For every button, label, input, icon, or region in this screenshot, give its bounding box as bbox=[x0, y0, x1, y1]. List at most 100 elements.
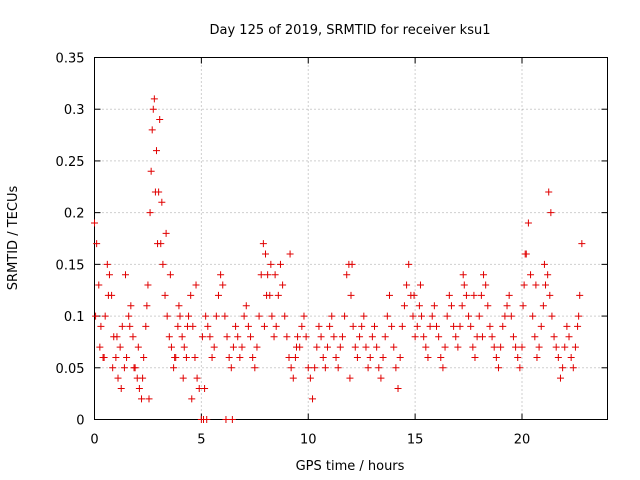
data-point bbox=[321, 364, 329, 372]
data-point bbox=[471, 353, 479, 361]
data-point bbox=[167, 343, 175, 351]
data-point bbox=[182, 353, 190, 361]
data-point bbox=[494, 364, 502, 372]
y-tick-label: 0.05 bbox=[56, 362, 85, 377]
data-point bbox=[214, 291, 222, 299]
data-point bbox=[450, 322, 458, 330]
data-point bbox=[170, 364, 178, 372]
data-point bbox=[413, 322, 421, 330]
data-point bbox=[482, 281, 490, 289]
data-point bbox=[270, 333, 278, 341]
data-point bbox=[105, 271, 113, 279]
data-point bbox=[91, 219, 98, 227]
data-point bbox=[180, 343, 188, 351]
data-point bbox=[554, 353, 562, 361]
data-point bbox=[441, 343, 449, 351]
data-point bbox=[435, 333, 443, 341]
data-point bbox=[544, 271, 552, 279]
data-point bbox=[469, 343, 477, 351]
data-point bbox=[539, 302, 547, 310]
data-point bbox=[358, 322, 366, 330]
data-point bbox=[294, 333, 302, 341]
data-point bbox=[569, 364, 577, 372]
y-tick-label: 0.15 bbox=[56, 258, 85, 273]
data-point bbox=[219, 281, 227, 289]
data-point bbox=[174, 322, 182, 330]
data-points bbox=[91, 95, 586, 423]
data-point bbox=[484, 302, 492, 310]
data-point bbox=[127, 302, 135, 310]
data-point bbox=[300, 312, 308, 320]
data-point bbox=[139, 374, 147, 382]
data-point bbox=[512, 343, 520, 351]
data-point bbox=[415, 302, 423, 310]
data-point bbox=[185, 312, 193, 320]
data-point bbox=[578, 240, 586, 248]
data-point bbox=[576, 291, 584, 299]
data-point bbox=[178, 333, 186, 341]
data-point bbox=[445, 291, 453, 299]
grid-lines bbox=[94, 57, 608, 420]
data-point bbox=[571, 343, 579, 351]
data-point bbox=[117, 384, 125, 392]
data-point bbox=[381, 333, 389, 341]
data-point bbox=[400, 302, 408, 310]
data-point bbox=[486, 322, 494, 330]
data-point bbox=[478, 333, 486, 341]
data-point bbox=[103, 260, 111, 268]
data-point bbox=[411, 333, 419, 341]
data-point bbox=[264, 271, 272, 279]
data-point bbox=[109, 364, 117, 372]
y-tick-label: 0.2 bbox=[64, 207, 85, 222]
data-point bbox=[383, 312, 391, 320]
data-point bbox=[336, 343, 344, 351]
data-point bbox=[315, 322, 323, 330]
data-point bbox=[424, 353, 432, 361]
data-point bbox=[166, 271, 174, 279]
data-point bbox=[548, 312, 556, 320]
data-point bbox=[332, 353, 340, 361]
data-point bbox=[232, 322, 240, 330]
data-point bbox=[348, 260, 356, 268]
x-tick-label: 15 bbox=[407, 433, 424, 448]
data-point bbox=[477, 291, 485, 299]
data-point bbox=[390, 343, 398, 351]
data-point bbox=[158, 198, 166, 206]
data-point bbox=[191, 353, 199, 361]
x-tick-labels: 0 5 10 15 20 bbox=[90, 433, 530, 448]
data-point bbox=[439, 364, 447, 372]
y-tick-label: 0.3 bbox=[64, 103, 85, 118]
data-point bbox=[379, 353, 387, 361]
data-point bbox=[447, 302, 455, 310]
data-point bbox=[319, 353, 327, 361]
data-point bbox=[518, 343, 526, 351]
data-point bbox=[238, 343, 246, 351]
data-point bbox=[144, 281, 152, 289]
data-point bbox=[514, 353, 522, 361]
data-point bbox=[368, 333, 376, 341]
data-point bbox=[292, 343, 300, 351]
data-point bbox=[152, 147, 160, 155]
data-point bbox=[183, 322, 191, 330]
data-point bbox=[95, 281, 103, 289]
data-point bbox=[281, 312, 289, 320]
data-point bbox=[283, 333, 291, 341]
data-point bbox=[276, 260, 284, 268]
data-point bbox=[240, 312, 248, 320]
data-point bbox=[454, 343, 462, 351]
data-point bbox=[159, 260, 167, 268]
data-point bbox=[334, 364, 342, 372]
data-point bbox=[561, 343, 569, 351]
data-point bbox=[279, 281, 287, 289]
data-point bbox=[375, 364, 383, 372]
data-point bbox=[505, 291, 513, 299]
data-point bbox=[228, 416, 236, 423]
data-point bbox=[268, 312, 276, 320]
data-point bbox=[353, 353, 361, 361]
data-point bbox=[458, 302, 466, 310]
data-point bbox=[162, 229, 170, 237]
y-tick-label: 0.35 bbox=[56, 52, 85, 67]
x-tick-label: 5 bbox=[197, 433, 205, 448]
data-point bbox=[234, 333, 242, 341]
data-point bbox=[521, 250, 529, 258]
